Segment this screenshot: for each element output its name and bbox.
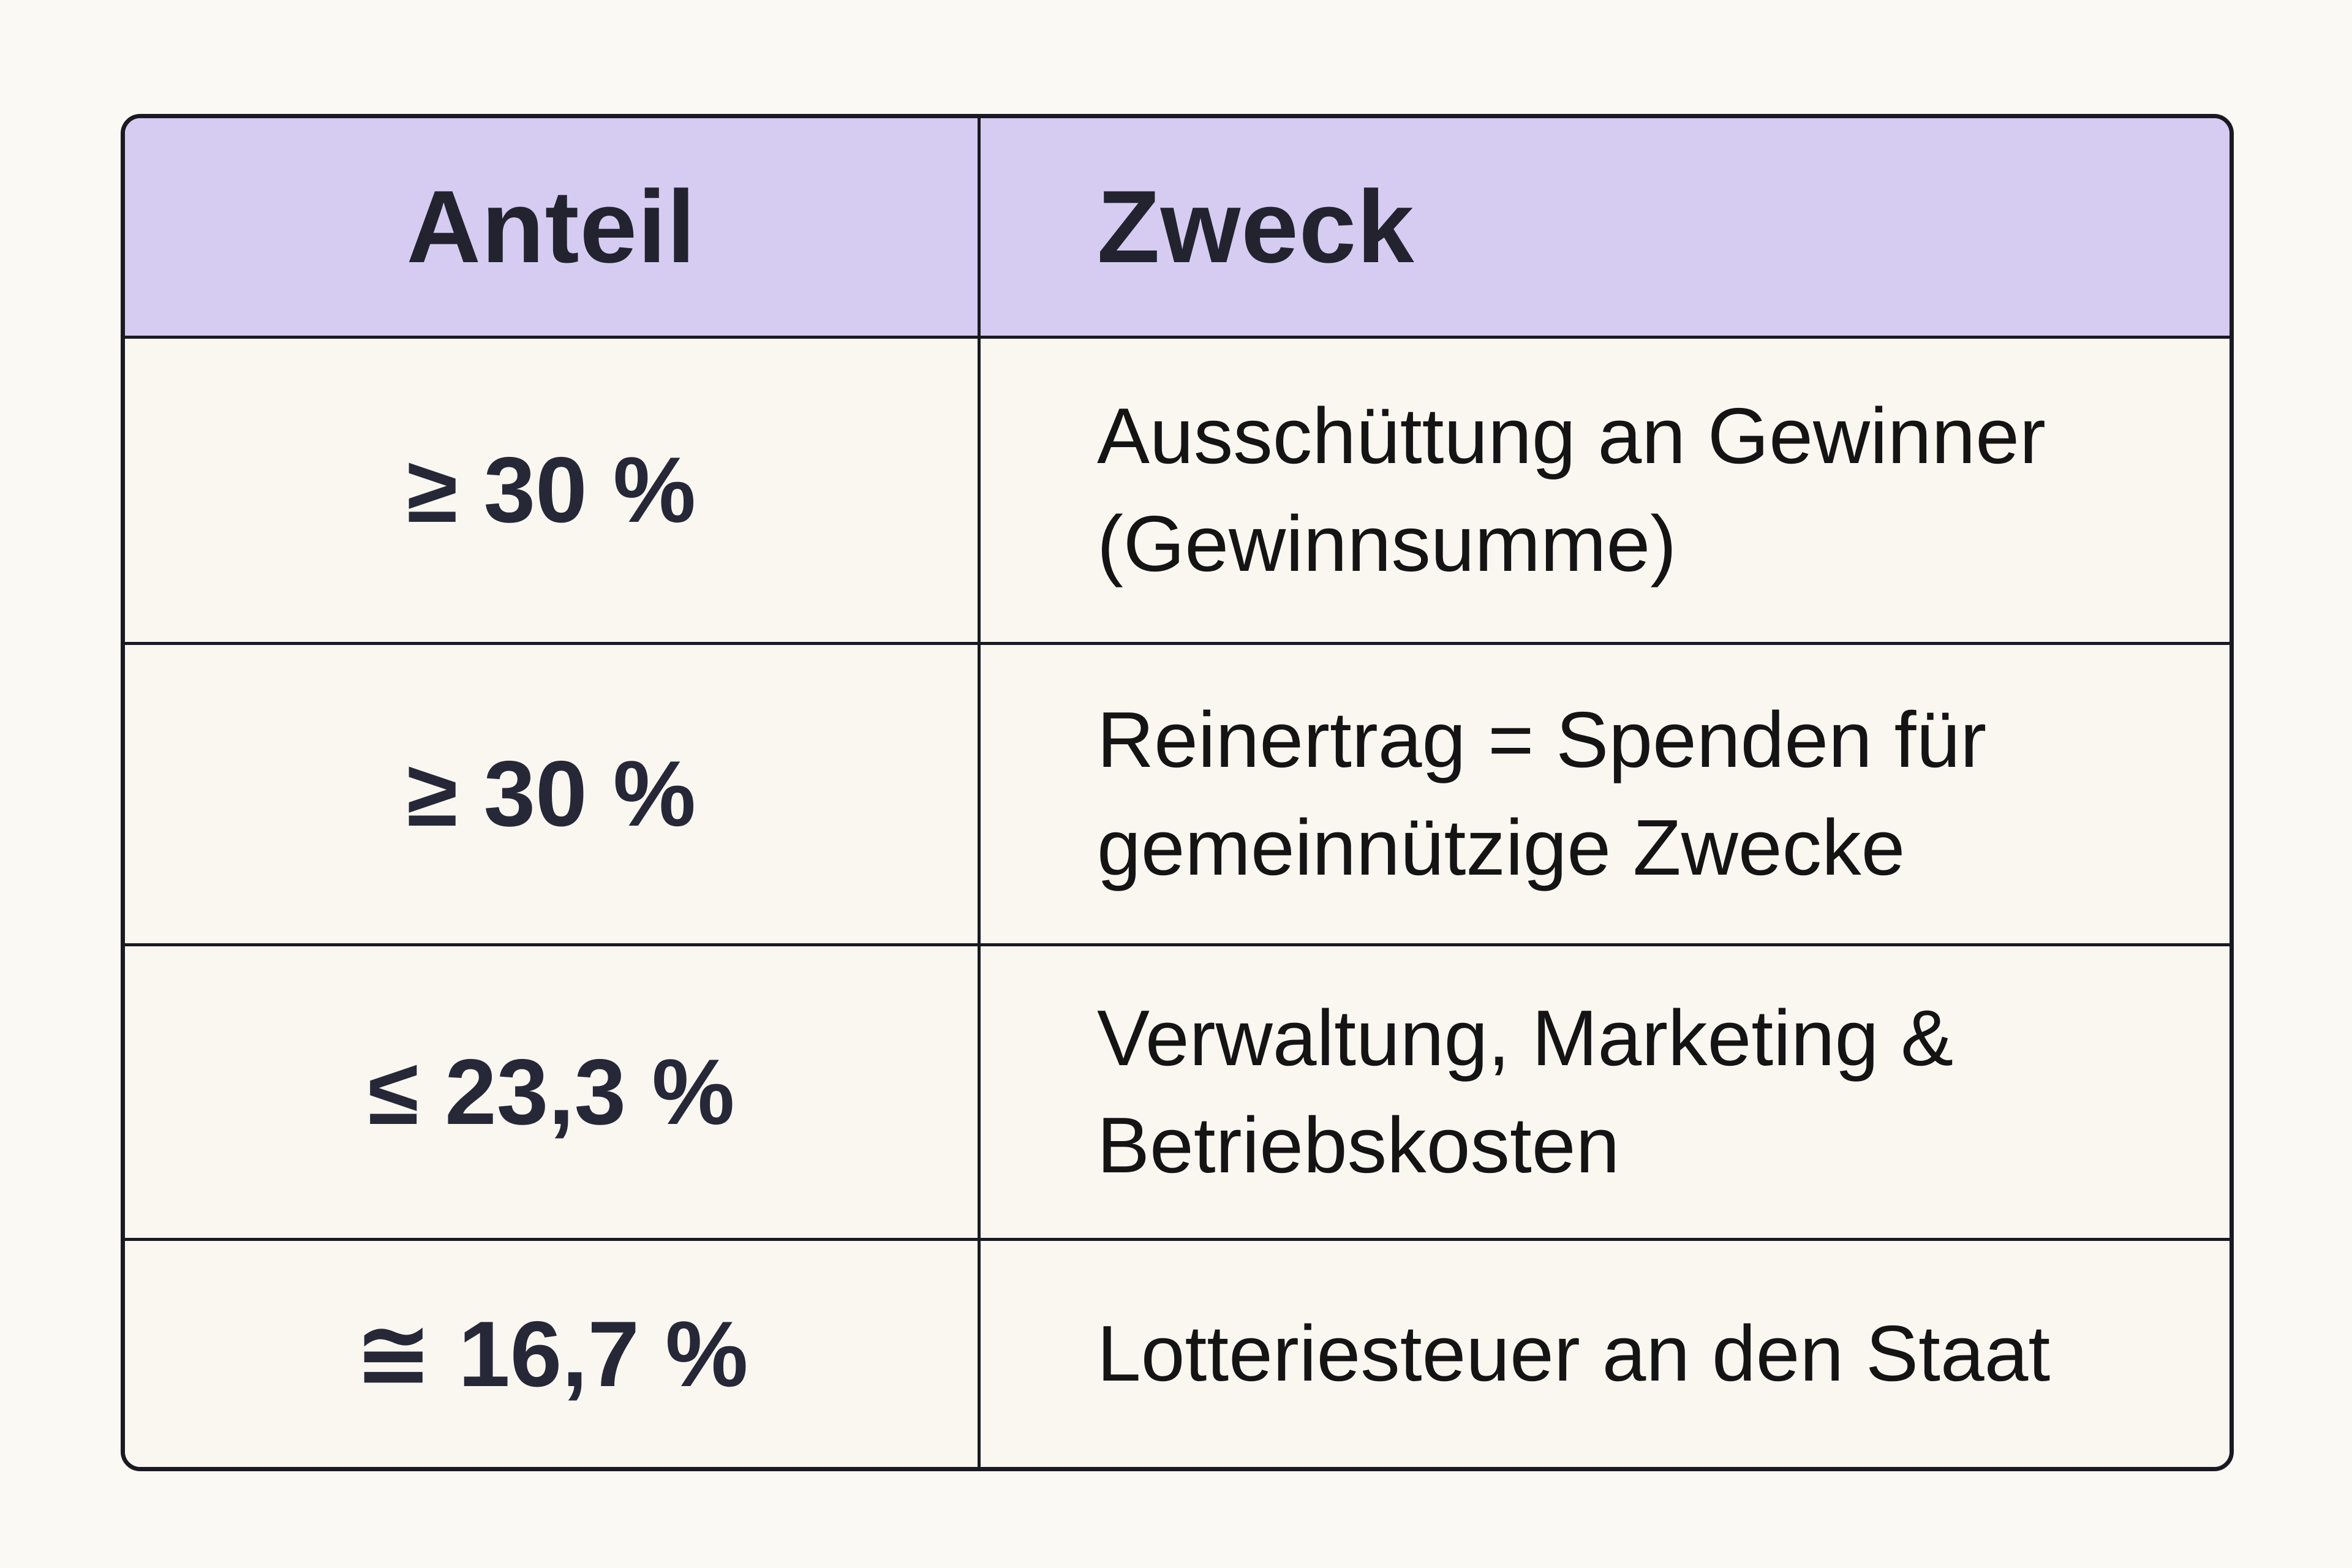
anteil-value-2: ≥ 30 % (406, 742, 696, 846)
anteil-value-4: ≅ 16,7 % (354, 1302, 748, 1406)
anteil-value-1: ≥ 30 % (406, 438, 696, 542)
zweck-text-1: Ausschüttung an Gewinner (Gewinnsumme) (1097, 392, 2046, 588)
anteil-zweck-table: Anteil Zweck ≥ 30 % Ausschüttung an Gewi… (121, 114, 2234, 1471)
table-row-4-zweck: Lotteriesteuer an den Staat (981, 1241, 2230, 1467)
header-cell-anteil: Anteil (125, 118, 981, 339)
header-label-anteil: Anteil (406, 169, 696, 284)
table-row-3-zweck: Verwaltung, Marketing & Betriebskosten (981, 946, 2230, 1241)
table-row-4-anteil: ≅ 16,7 % (125, 1241, 981, 1467)
table-row-3-anteil: ≤ 23,3 % (125, 946, 981, 1241)
header-cell-zweck: Zweck (981, 118, 2230, 339)
table-row-2-zweck: Reinertrag = Spenden für gemeinnützige Z… (981, 645, 2230, 946)
table-row-1-zweck: Ausschüttung an Gewinner (Gewinnsumme) (981, 339, 2230, 645)
zweck-text-3: Verwaltung, Marketing & Betriebskosten (1097, 993, 1954, 1189)
zweck-text-4: Lotteriesteuer an den Staat (1097, 1309, 2051, 1398)
header-label-zweck: Zweck (1097, 169, 1415, 284)
table-row-2-anteil: ≥ 30 % (125, 645, 981, 946)
table-row-1-anteil: ≥ 30 % (125, 339, 981, 645)
zweck-text-2: Reinertrag = Spenden für gemeinnützige Z… (1097, 696, 1987, 892)
anteil-value-3: ≤ 23,3 % (368, 1039, 735, 1144)
